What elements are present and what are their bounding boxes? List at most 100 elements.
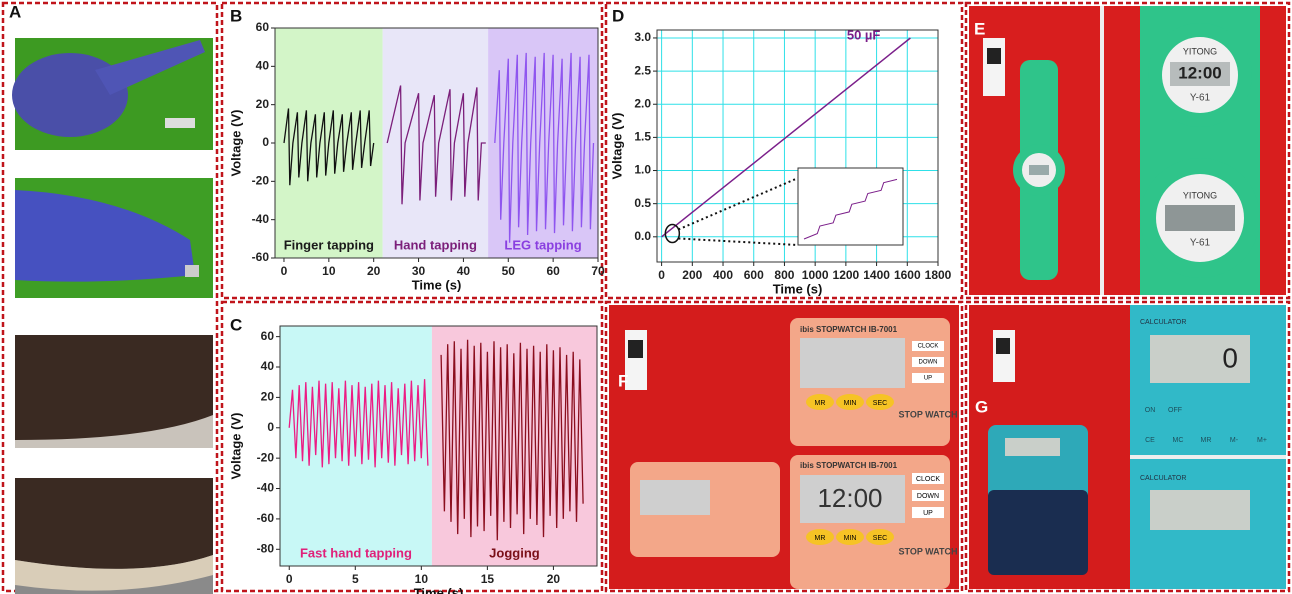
y-tick-label: 40: [256, 59, 270, 73]
y-tick-label: 1.5: [634, 130, 651, 144]
y-axis-label: Voltage (V): [228, 413, 243, 480]
inset-line: [803, 178, 898, 240]
region-label: Hand tapping: [394, 237, 477, 252]
x-tick-label: 0: [281, 264, 288, 278]
stopwatch-buttons: CLOCK DOWN UP CLOCK DOWN UP MR MIN SEC M…: [806, 341, 944, 545]
panel-label: D: [612, 6, 624, 25]
panel-label: F: [618, 371, 628, 390]
plot-frame: [656, 29, 939, 263]
x-tick-label: 1200: [833, 268, 860, 282]
region-label: Finger tapping: [284, 237, 374, 252]
key-label: MIN: [844, 535, 857, 542]
panel-label: C: [230, 315, 242, 334]
photo-a: [12, 38, 213, 594]
x-tick-label: 20: [547, 572, 561, 586]
plot-frame: [279, 325, 598, 567]
y-tick-label: 20: [261, 390, 275, 404]
watch-model: Y-61: [1190, 93, 1211, 104]
region-label: Fast hand tapping: [300, 545, 412, 560]
x-axis-label: Time (s): [414, 585, 464, 594]
series-line: [494, 52, 595, 243]
panel-border: [604, 1, 964, 300]
button-label: CLOCK: [916, 476, 940, 483]
region-label: LEG tapping: [504, 237, 581, 252]
x-tick-label: 1800: [925, 268, 952, 282]
series-line: [283, 108, 375, 186]
stopwatch-brand: ibis STOPWATCH IB-7001: [800, 325, 898, 334]
y-tick-label: -60: [257, 511, 275, 525]
x-tick-label: 400: [713, 268, 733, 282]
stopwatch-logo: STOP WATCH: [898, 409, 957, 419]
key-label: MC: [1173, 437, 1184, 444]
key-label: OFF: [1168, 407, 1182, 414]
plot-frame: [274, 27, 599, 259]
button-label: UP: [923, 510, 933, 517]
panel-border: [964, 300, 1291, 593]
x-tick-label: 15: [481, 572, 495, 586]
y-tick-label: 0: [262, 135, 269, 149]
y-tick-label: 3.0: [634, 30, 651, 44]
stopwatch-brand: ibis STOPWATCH IB-7001: [800, 461, 898, 470]
watch-time: 12:00: [1178, 63, 1221, 82]
x-tick-label: 30: [412, 264, 426, 278]
panel-label: B: [230, 6, 242, 25]
button-label: DOWN: [919, 360, 938, 366]
x-tick-label: 0: [658, 268, 665, 282]
panel-border: [604, 300, 964, 593]
zoom-guide: [678, 237, 799, 246]
y-tick-label: -40: [252, 212, 270, 226]
y-tick-label: 1.0: [634, 163, 651, 177]
y-tick-label: 60: [256, 20, 270, 34]
x-tick-label: 1600: [894, 268, 921, 282]
panel-label: E: [974, 19, 985, 38]
key-label: CE: [1145, 437, 1155, 444]
key-label: MR: [1201, 437, 1212, 444]
y-tick-label: 2.5: [634, 63, 651, 77]
panel-label: G: [975, 397, 988, 416]
annotation: 50 µF: [847, 27, 881, 42]
x-tick-label: 10: [322, 264, 336, 278]
y-tick-label: 40: [261, 359, 275, 373]
photo-f: ibis STOPWATCH IB-7001 ibis STOPWATCH IB…: [609, 305, 959, 589]
calculator-label: CALCULATOR: [1140, 475, 1186, 482]
watch-brand: YITONG: [1183, 46, 1217, 56]
y-tick-label: 0.5: [634, 196, 651, 210]
panel-border: [964, 1, 1291, 300]
x-tick-label: 40: [457, 264, 471, 278]
key-label: MR: [815, 535, 826, 542]
y-tick-label: 60: [261, 329, 275, 343]
y-tick-label: 0: [267, 420, 274, 434]
x-tick-label: 60: [546, 264, 560, 278]
key-label: SEC: [873, 535, 887, 542]
key-label: M-: [1230, 437, 1239, 444]
x-axis-label: Time (s): [412, 277, 462, 292]
series-line: [440, 339, 584, 541]
x-tick-label: 800: [774, 268, 794, 282]
button-label: UP: [924, 376, 932, 382]
zoom-circle: [664, 223, 681, 244]
button-label: CLOCK: [918, 344, 939, 350]
x-tick-label: 5: [352, 572, 359, 586]
panel-label: A: [9, 2, 21, 21]
calculator-label: CALCULATOR: [1140, 319, 1186, 326]
watch-brand: YITONG: [1183, 190, 1217, 200]
stopwatch-logo: STOP WATCH: [898, 546, 957, 556]
x-tick-label: 20: [367, 264, 381, 278]
y-axis-label: Voltage (V): [228, 110, 243, 177]
calculator-display: 0: [1222, 342, 1238, 373]
x-tick-label: 1400: [863, 268, 890, 282]
x-tick-label: 200: [682, 268, 702, 282]
panel-border: [220, 300, 604, 593]
y-tick-label: -40: [257, 481, 275, 495]
calculator-keys: ON OFF CE MC MR M- M+: [1145, 407, 1267, 444]
y-tick-label: -80: [257, 541, 275, 555]
stopwatch-time: 12:00: [817, 483, 882, 513]
x-axis-label: Time (s): [773, 281, 823, 296]
y-tick-label: -60: [252, 250, 270, 264]
y-axis-label: Voltage (V): [609, 113, 624, 180]
series-line: [288, 379, 429, 468]
x-tick-label: 1000: [802, 268, 829, 282]
photo-e: YITONG 12:00 Y-61 YITONG Y-61: [969, 6, 1286, 295]
x-tick-label: 600: [744, 268, 764, 282]
